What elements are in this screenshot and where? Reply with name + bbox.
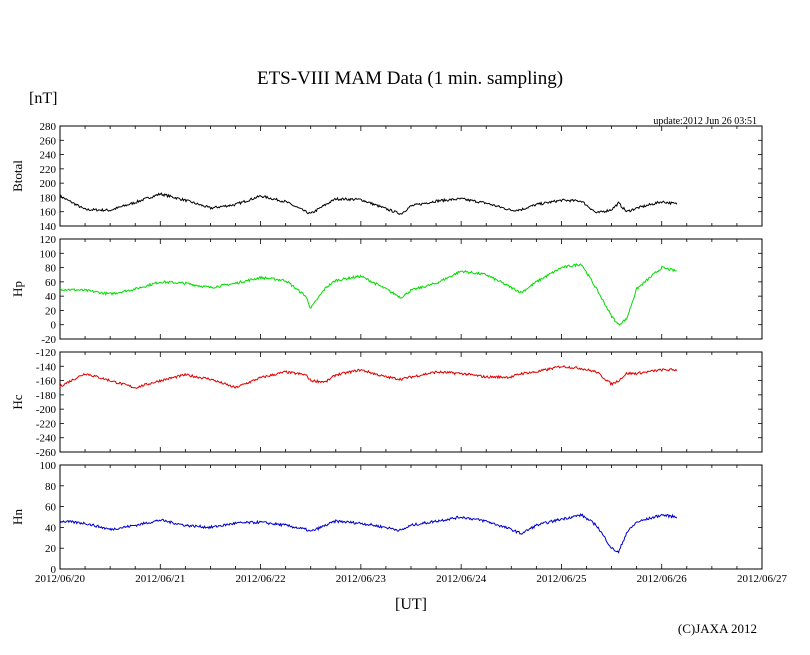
series-line-hn: [59, 513, 678, 554]
panel-frame: [59, 125, 763, 227]
y-tick-label: -220: [36, 418, 57, 430]
y-tick-label: 220: [40, 164, 57, 176]
panel-hn: 0 20 40 60 80 100 Hn: [10, 460, 763, 576]
x-axis-ticks: 2012/06/20 2012/06/21 2012/06/22 2012/06/23…: [35, 573, 788, 585]
y-tick-label: 240: [40, 150, 57, 162]
series-label: Hp: [10, 281, 25, 297]
y-tick-label: 20: [45, 543, 57, 555]
y-tick-label: 100: [40, 460, 57, 472]
y-tick-label: 100: [40, 248, 57, 260]
y-tick-label: 40: [45, 522, 57, 534]
x-tick-label: 2012/06/22: [236, 573, 286, 585]
y-tick-label: 0: [51, 564, 57, 576]
y-tick-label: -20: [41, 334, 56, 346]
y-tick-label: -140: [36, 361, 57, 373]
panel-hc: -120 -140 -160 -180 -200 -220 -240 -260 Hc: [10, 347, 763, 459]
panel-frame: [59, 351, 763, 453]
y-tick-label: 140: [40, 221, 57, 233]
x-axis-label: [UT]: [395, 596, 427, 613]
y-tick-label: -120: [36, 347, 57, 359]
series-label: Hn: [10, 509, 25, 525]
series-line-hc: [59, 364, 678, 389]
y-tick-label: 80: [45, 481, 57, 493]
y-tick-label: 40: [45, 291, 57, 303]
x-tick-label: 2012/06/26: [637, 573, 688, 585]
x-tick-label: 2012/06/27: [737, 573, 788, 585]
unit-label: [nT]: [29, 90, 57, 107]
x-tick-label: 2012/06/21: [135, 573, 185, 585]
series-line-btotal: [59, 192, 678, 216]
y-tick-label: 280: [40, 121, 57, 133]
y-tick-label: 60: [45, 277, 57, 289]
panel-hp: -20 0 20 40 60 80 100 120 Hp: [10, 234, 763, 346]
x-tick-label: 2012/06/24: [436, 573, 487, 585]
y-tick-label: 200: [40, 178, 57, 190]
y-tick-label: -180: [36, 390, 57, 402]
y-tick-label: -260: [36, 447, 57, 459]
x-tick-label: 2012/06/25: [536, 573, 587, 585]
y-tick-label: 120: [40, 234, 57, 246]
y-tick-label: 60: [45, 502, 57, 514]
y-tick-label: -240: [36, 433, 57, 445]
y-tick-label: -200: [36, 404, 57, 416]
series-line-hp: [59, 263, 677, 326]
y-tick-label: 0: [51, 320, 57, 332]
y-tick-label: -160: [36, 376, 57, 388]
y-tick-label: 180: [40, 192, 57, 204]
update-label: update:2012 Jun 26 03:51: [653, 116, 757, 127]
x-tick-label: 2012/06/23: [336, 573, 387, 585]
y-tick-label: 80: [45, 263, 57, 275]
y-tick-label: 160: [40, 207, 57, 219]
panel-frame: [59, 238, 763, 340]
series-label: Hc: [10, 394, 25, 409]
chart-title: ETS-VIII MAM Data (1 min. sampling): [257, 68, 563, 89]
y-tick-label: 20: [45, 305, 57, 317]
panel-frame: [59, 464, 763, 570]
y-tick-label: 260: [40, 135, 57, 147]
series-label: Btotal: [10, 160, 25, 192]
panel-btotal: 140 160 180 200 220 240 260 280 Btotal: [10, 121, 763, 233]
copyright-label: (C)JAXA 2012: [678, 621, 757, 636]
x-tick-label: 2012/06/20: [35, 573, 86, 585]
